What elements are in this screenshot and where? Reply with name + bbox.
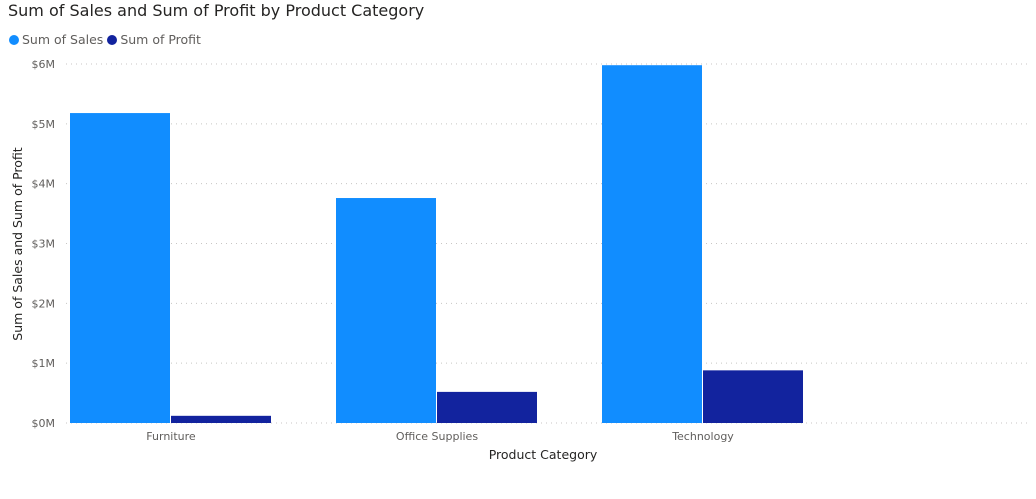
- bar-sales-furniture[interactable]: [70, 113, 170, 424]
- bar-sales-technology[interactable]: [602, 65, 702, 424]
- x-tick-label: Technology: [671, 430, 734, 443]
- y-tick-label: $5M: [32, 118, 56, 131]
- bar-sales-office-supplies[interactable]: [336, 198, 436, 423]
- y-tick-label: $2M: [32, 297, 56, 310]
- bar-profit-office-supplies[interactable]: [437, 391, 537, 423]
- x-axis-title: Product Category: [489, 447, 598, 462]
- x-tick-label: Office Supplies: [396, 430, 478, 443]
- bar-profit-furniture[interactable]: [171, 415, 271, 423]
- x-tick-label: Furniture: [146, 430, 196, 443]
- y-tick-label: $3M: [32, 238, 56, 251]
- y-tick-label: $4M: [32, 178, 56, 191]
- legend-label-sales: Sum of Sales: [22, 32, 104, 47]
- x-axis-ticks: Furniture Office Supplies Technology: [146, 430, 734, 443]
- bars: [70, 65, 803, 424]
- legend-item-profit[interactable]: Sum of Profit: [107, 32, 201, 47]
- gridlines: [66, 63, 1030, 424]
- y-tick-label: $6M: [32, 58, 56, 71]
- y-axis-ticks: $0M $1M $2M $3M $4M $5M $6M: [32, 58, 56, 430]
- legend-swatch-sales: [9, 34, 19, 45]
- legend-item-sales[interactable]: Sum of Sales: [9, 32, 103, 47]
- legend: Sum of Sales Sum of Profit: [9, 32, 205, 47]
- legend-label-profit: Sum of Profit: [120, 32, 201, 47]
- legend-swatch-profit: [107, 34, 118, 45]
- y-tick-label: $1M: [32, 357, 56, 370]
- y-axis-title: Sum of Sales and Sum of Profit: [10, 147, 25, 340]
- bar-profit-technology[interactable]: [703, 370, 803, 423]
- y-tick-label: $0M: [32, 417, 56, 430]
- chart-title: Sum of Sales and Sum of Profit by Produc…: [8, 1, 425, 20]
